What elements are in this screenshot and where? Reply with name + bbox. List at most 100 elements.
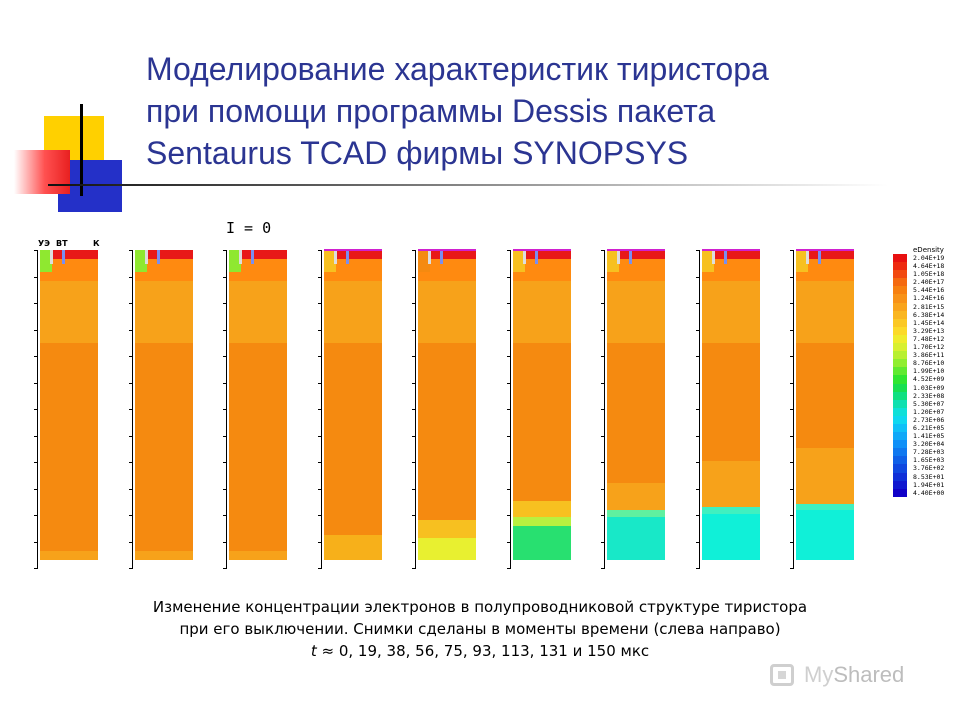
contact-line — [796, 249, 854, 251]
axis-tick — [601, 515, 605, 516]
axis-tick — [318, 303, 322, 304]
axis-tick — [129, 542, 133, 543]
legend-swatch — [893, 391, 907, 400]
axis-tick — [696, 409, 700, 410]
density-layer — [229, 343, 287, 552]
gate-region — [40, 250, 52, 272]
density-layer — [607, 510, 665, 518]
axis-tick — [34, 303, 38, 304]
legend-entry: 3.20E+04 — [889, 440, 955, 449]
contact-mark — [440, 250, 443, 264]
density-layer — [229, 281, 287, 344]
title-line-2: при помощи программы Dessis пакета — [146, 93, 716, 129]
contact-mark — [629, 250, 632, 264]
legend-entry: 4.52E+09 — [889, 375, 955, 384]
axis-tick — [507, 250, 511, 251]
legend-swatch — [893, 270, 907, 279]
device-cross-section — [513, 250, 571, 560]
legend-label: 5.30E+07 — [913, 399, 945, 408]
axis-tick — [34, 277, 38, 278]
legend-swatch — [893, 432, 907, 441]
legend-label: 3.29E+13 — [913, 326, 945, 335]
decor-red-square — [14, 150, 70, 194]
legend-entry: 2.73E+06 — [889, 415, 955, 424]
contact-line — [513, 249, 571, 251]
caption-times-line: t ≈ 0, 19, 38, 56, 75, 93, 113, 131 и 15… — [0, 640, 960, 662]
caption-line-1: Изменение концентрации электронов в полу… — [152, 598, 808, 616]
axis-tick — [696, 330, 700, 331]
legend-swatch — [893, 415, 907, 424]
axis-tick — [601, 489, 605, 490]
axis-tick — [601, 409, 605, 410]
legend-label: 8.76E+10 — [913, 359, 945, 368]
legend-label: 1.45E+14 — [913, 318, 945, 327]
axis-tick — [601, 383, 605, 384]
contact-line — [702, 249, 760, 251]
legend-swatch — [893, 326, 907, 335]
time-symbol: t — [310, 642, 317, 660]
axis-tick — [318, 462, 322, 463]
axis-tick — [790, 250, 794, 251]
legend-title: eDensity — [913, 246, 944, 254]
legend-swatch — [893, 440, 907, 449]
legend-swatch — [893, 262, 907, 271]
legend-entry: 1.70E+12 — [889, 343, 955, 352]
density-layer — [607, 482, 665, 511]
axis-tick — [790, 568, 794, 569]
axis-tick — [223, 542, 227, 543]
axis-tick — [507, 356, 511, 357]
gate-region — [229, 250, 241, 272]
axis-tick — [412, 383, 416, 384]
legend-label: 1.05E+18 — [913, 270, 945, 279]
legend-swatch — [893, 464, 907, 473]
density-layer — [135, 250, 193, 260]
axis-tick — [34, 515, 38, 516]
density-layer — [40, 343, 98, 552]
axis-tick — [223, 409, 227, 410]
axis-tick — [129, 568, 133, 569]
contact-mark — [535, 250, 538, 264]
legend-entry: 8.76E+10 — [889, 359, 955, 368]
legend-swatch — [893, 375, 907, 384]
contact-mark — [239, 250, 242, 264]
axis-tick — [412, 489, 416, 490]
gate-region — [418, 250, 430, 272]
legend-entry: 4.64E+18 — [889, 262, 955, 271]
axis-tick — [34, 568, 38, 569]
axis-tick — [412, 542, 416, 543]
snapshot-6 — [507, 249, 571, 569]
contact-line — [324, 249, 382, 251]
legend-entry: 2.40E+17 — [889, 278, 955, 287]
density-layer — [324, 535, 382, 560]
density-layer — [702, 507, 760, 514]
axis-tick — [129, 462, 133, 463]
axis-tick — [601, 462, 605, 463]
legend-entry: 5.30E+07 — [889, 399, 955, 408]
legend-entry: 1.24E+16 — [889, 294, 955, 303]
approx-symbol: ≈ — [321, 642, 335, 660]
legend-entry: 2.33E+08 — [889, 391, 955, 400]
axis-tick — [412, 568, 416, 569]
axis-tick — [507, 489, 511, 490]
legend-label: 1.03E+09 — [913, 383, 945, 392]
density-layer — [418, 259, 476, 282]
axis-tick — [318, 436, 322, 437]
axis-tick — [601, 568, 605, 569]
axis-tick — [34, 409, 38, 410]
axis-tick — [696, 356, 700, 357]
axis-tick — [318, 277, 322, 278]
density-layer — [702, 250, 760, 260]
axis-tick — [412, 515, 416, 516]
axis-tick — [412, 303, 416, 304]
legend-entry: 1.99E+10 — [889, 367, 955, 376]
density-layer — [796, 250, 854, 260]
legend-label: 2.04E+19 — [913, 254, 945, 262]
legend-swatch — [893, 334, 907, 344]
axis-tick — [507, 303, 511, 304]
contact-mark — [251, 250, 254, 264]
contact-mark — [712, 250, 715, 264]
legend-swatch — [893, 488, 907, 497]
device-cross-section — [418, 250, 476, 560]
axis-tick — [318, 568, 322, 569]
contact-mark — [523, 250, 526, 264]
